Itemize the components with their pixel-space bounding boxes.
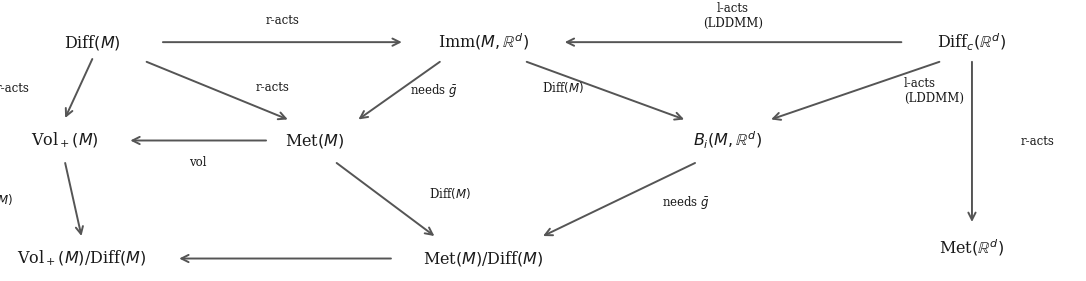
Text: needs $\bar{g}$: needs $\bar{g}$ [411, 82, 457, 99]
Text: r-acts: r-acts [265, 14, 300, 27]
Text: Diff$(M)$: Diff$(M)$ [542, 80, 584, 95]
Text: Met$(M)$/Diff$(M)$: Met$(M)$/Diff$(M)$ [422, 249, 544, 268]
Text: r-acts: r-acts [1021, 135, 1055, 148]
Text: Diff$(M)$: Diff$(M)$ [0, 192, 14, 207]
Text: Diff$_c(\mathbb{R}^d)$: Diff$_c(\mathbb{R}^d)$ [937, 31, 1007, 53]
Text: r-acts: r-acts [0, 82, 30, 95]
Text: Diff$(M)$: Diff$(M)$ [429, 186, 471, 201]
Text: Diff$(M)$: Diff$(M)$ [64, 33, 121, 52]
Text: Imm$(M,\mathbb{R}^d)$: Imm$(M,\mathbb{R}^d)$ [438, 32, 529, 53]
Text: l-acts
(LDDMM): l-acts (LDDMM) [905, 77, 964, 105]
Text: Met$(\mathbb{R}^d)$: Met$(\mathbb{R}^d)$ [939, 237, 1005, 258]
Text: vol: vol [189, 156, 207, 169]
Text: needs $\bar{g}$: needs $\bar{g}$ [662, 194, 710, 211]
Text: Vol$_+(M)$: Vol$_+(M)$ [31, 131, 99, 150]
Text: l-acts
(LDDMM): l-acts (LDDMM) [703, 1, 763, 30]
Text: Met$(M)$: Met$(M)$ [286, 132, 344, 149]
Text: r-acts: r-acts [255, 81, 289, 94]
Text: Vol$_+(M)$/Diff$(M)$: Vol$_+(M)$/Diff$(M)$ [17, 249, 146, 268]
Text: $B_i(M,\mathbb{R}^d)$: $B_i(M,\mathbb{R}^d)$ [693, 130, 762, 151]
